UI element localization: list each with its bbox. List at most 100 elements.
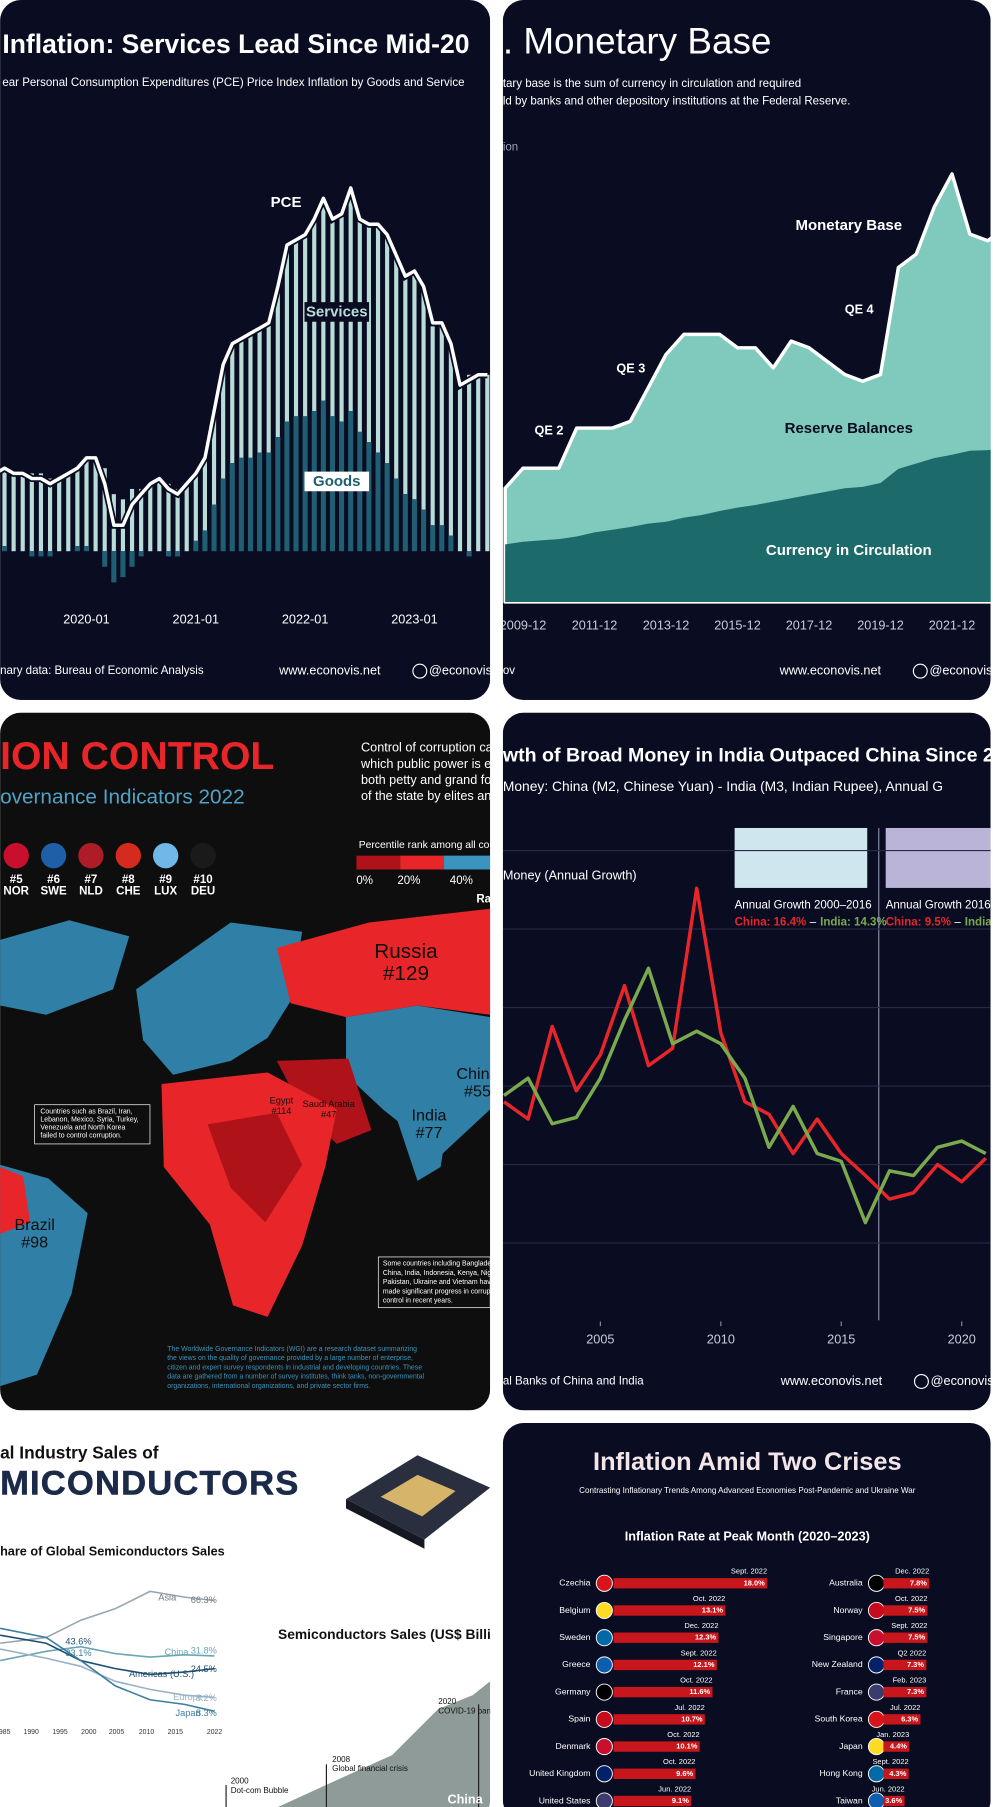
label: Inflation: Services Lead Since Mid-20 (2, 29, 469, 59)
services-bar (11, 473, 16, 552)
card-pce[interactable]: Inflation: Services Lead Since Mid-20 ear… (0, 0, 492, 700)
card-monetary-base[interactable]: . Monetary Base tary base is the sum of c… (500, 0, 993, 700)
headline: MICONDUCTORS (0, 1464, 299, 1502)
services-bar (139, 488, 144, 552)
label: – (954, 917, 961, 929)
bar (883, 1632, 928, 1643)
x-icon (913, 1373, 929, 1389)
label: 24.5% (191, 1664, 217, 1674)
label: 2015 (827, 1332, 855, 1346)
bar (883, 1578, 930, 1589)
note-box (34, 1104, 151, 1145)
label: 66.3% (191, 1595, 217, 1605)
label: 2009-12 (500, 619, 547, 633)
services-bar (348, 187, 353, 412)
label: Norway (833, 1605, 863, 1615)
label: 10.7% (681, 1714, 703, 1723)
label: www.econovis.net (780, 1374, 883, 1388)
bar (883, 1768, 909, 1779)
bar (883, 1795, 905, 1807)
services-bar (202, 457, 207, 531)
label: Americas (U.S.) (129, 1669, 194, 1679)
label: Control of corruption cap (361, 741, 500, 755)
flag (867, 1738, 885, 1756)
services-bar (257, 328, 262, 453)
services-bar (375, 224, 381, 453)
label: citizen and expert survey respondents in… (167, 1364, 422, 1371)
label: Greece (562, 1659, 590, 1669)
flag (867, 1683, 885, 1701)
label: PCE (271, 194, 302, 211)
map (0, 908, 491, 1387)
services-bar (148, 483, 153, 552)
label: Dot-com Bubble (231, 1786, 289, 1795)
services-bar (385, 234, 390, 463)
label: 2022 (207, 1729, 223, 1736)
label: 2015-12 (714, 619, 761, 633)
label: 9.6% (676, 1769, 693, 1778)
label: Annual Growth 2016– (886, 899, 993, 911)
label: 2010 (707, 1332, 735, 1346)
services-bar (366, 224, 371, 443)
services-bar (248, 333, 253, 458)
label: #77 (416, 1124, 443, 1142)
services-bar (448, 343, 453, 536)
label: China, India, Indonesia, Kenya, Nigeria, (383, 1270, 505, 1277)
label: 12.1% (693, 1660, 715, 1669)
bar (613, 1632, 719, 1643)
x-icon (412, 663, 428, 679)
label: Currency in Circulation (766, 542, 932, 559)
label: Jun. 2022 (872, 1784, 905, 1793)
goods-bar (448, 535, 454, 552)
card-corruption-map[interactable]: ION CONTROL overnance Indicators 2022 Cont… (0, 712, 520, 1411)
label: Sept. 2022 (891, 1621, 927, 1630)
bar (883, 1659, 927, 1671)
label: 2020 (438, 1697, 456, 1706)
label: ear Personal Consumption Expenditures (P… (2, 77, 464, 89)
flag (78, 842, 104, 869)
label: #98 (21, 1233, 48, 1251)
label: 7.3% (907, 1660, 924, 1669)
flag (595, 1765, 613, 1783)
services-bar (66, 473, 71, 552)
label: 31.8% (191, 1646, 217, 1656)
label: #7 (85, 874, 98, 886)
pce-line (0, 186, 488, 527)
card-inflation-crises[interactable]: Inflation Amid Two Crises Contrasting Inf… (502, 1422, 991, 1807)
label: Japan (175, 1708, 200, 1718)
goods-bar (266, 452, 272, 552)
goods-bar (229, 462, 235, 552)
services-bar (102, 468, 107, 552)
label: wth of Broad Money in India Outpaced Chi… (502, 745, 993, 767)
label: control in recent years. (383, 1298, 453, 1305)
label: 7.3% (907, 1687, 924, 1696)
services-bar (467, 374, 472, 552)
label: Lebanon, Mexico, Syria, Turkey, (40, 1117, 138, 1124)
label: Semiconductors Sales (US$ Billion (278, 1626, 508, 1642)
label: India: 14.3% (820, 917, 887, 929)
services-bar (321, 198, 326, 401)
label: #114 (272, 1106, 292, 1116)
services-bar (175, 488, 180, 552)
label: Reserve Balances (785, 420, 913, 437)
label: . Monetary Base (503, 21, 772, 62)
label: 1990 (24, 1729, 40, 1736)
label: Dec. 2022 (684, 1621, 718, 1630)
services-bar (357, 219, 362, 432)
label: ion (503, 142, 518, 154)
services-bar (29, 473, 34, 552)
label: Sweden (559, 1632, 590, 1642)
goods-bar (102, 551, 108, 567)
label: 3.6% (885, 1796, 902, 1805)
label: 10.1% (676, 1742, 698, 1751)
flag (867, 1656, 885, 1674)
label: Some countries including Bangladesh, (383, 1261, 501, 1268)
label: Goods (313, 473, 360, 490)
card-broad-money[interactable]: wth of Broad Money in India Outpaced Chi… (502, 712, 993, 1411)
label: of the state by elites and (361, 789, 498, 803)
label: al Banks of China and India (503, 1376, 644, 1388)
label: 2005 (109, 1729, 125, 1736)
label: United Kingdom (529, 1768, 590, 1778)
